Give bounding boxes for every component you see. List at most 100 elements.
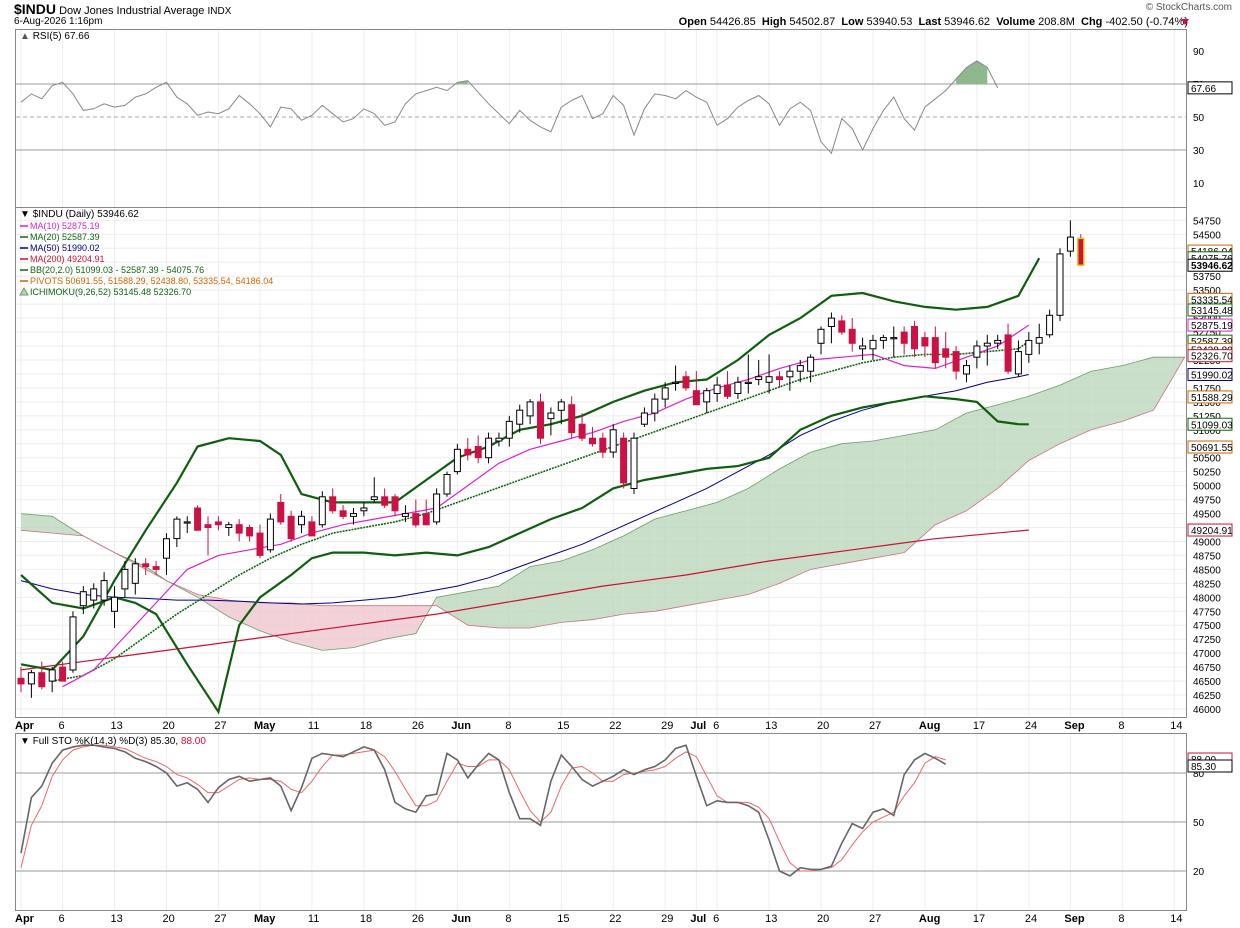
price-tick-label: 53750 (1193, 272, 1221, 283)
candle-body (360, 507, 368, 512)
value-tag-box (1187, 318, 1233, 332)
candle-body (495, 437, 503, 442)
ichimoku-cloud-segment (21, 513, 53, 534)
x-axis-label: 13 (111, 720, 123, 732)
candle-body (890, 337, 898, 340)
x-axis-label: 15 (557, 720, 569, 732)
candle-body (38, 672, 46, 688)
x-axis-label: 6 (713, 720, 719, 732)
x-axis-label: Apr (15, 720, 35, 732)
ichimoku-cloud-segment (873, 435, 905, 559)
price-panel-frame (15, 207, 1187, 718)
ma50-line (20, 374, 1029, 605)
chart-title: $INDU Dow Jones Industrial Average INDX (14, 1, 231, 17)
x-axis-label: 8 (1118, 913, 1124, 925)
candle-body (79, 591, 87, 607)
price-tick-label: 54750 (1193, 216, 1221, 227)
rsi-tick-label: 30 (1193, 146, 1205, 157)
ma200-line (20, 529, 1029, 671)
candle-body (848, 328, 856, 344)
candle-body (100, 580, 108, 601)
x-axis-label: 20 (162, 913, 174, 925)
price-tick-label: 51750 (1193, 384, 1221, 395)
x-axis-label: 27 (869, 720, 881, 732)
candle-body (900, 331, 908, 344)
brand-watermark: © StockCharts.com (1145, 2, 1232, 13)
price-tick-label: 50250 (1193, 468, 1221, 479)
x-axis-label: 8 (1118, 720, 1124, 732)
candle-body (817, 328, 825, 344)
x-axis-label: 13 (765, 913, 777, 925)
x-axis-label: 13 (765, 720, 777, 732)
candle-body (786, 370, 794, 378)
candle-body (942, 348, 950, 358)
candle-body (526, 401, 534, 417)
candle-body (318, 496, 326, 526)
ichimoku-cloud-segment (384, 605, 416, 640)
ichimoku-cloud-segment (436, 591, 468, 626)
candle-body (59, 666, 67, 682)
candle-body (921, 337, 929, 347)
candle-body (661, 387, 669, 400)
candle-body (142, 563, 150, 568)
ichimoku-cloud-segment (530, 561, 562, 628)
price-tick-label: 48750 (1193, 551, 1221, 562)
value-tag-label: 52875.19 (1191, 321, 1233, 332)
candle-body (422, 513, 430, 526)
price-title: ▼ $INDU (Daily) 53946.62 (20, 209, 139, 220)
candle-body (121, 568, 129, 590)
value-tag-box (1187, 417, 1233, 431)
candle-body (744, 381, 752, 384)
sto-k-line (20, 744, 947, 877)
change-value: -402.50 (-0.74%) (1105, 16, 1188, 28)
high-value: 54502.87 (789, 16, 836, 28)
candle-body (589, 437, 596, 445)
rsi-title: ▲ RSI(5) 67.66 (20, 31, 90, 42)
ichimoku-cloud-segment (291, 602, 323, 651)
value-tag-box (1187, 368, 1233, 382)
value-tag-box (1187, 81, 1233, 95)
price-tick-label: 50500 (1193, 454, 1221, 465)
ichimoku-cloud-segment (748, 468, 780, 595)
candle-body (869, 339, 877, 350)
candle-body (765, 376, 773, 383)
rsi-tick-label: 50 (1193, 113, 1205, 124)
candle-body (464, 448, 472, 456)
candle-body (412, 513, 420, 526)
candle-body (713, 384, 721, 395)
rsi-extreme-shading (956, 60, 988, 84)
candle-body (983, 342, 991, 347)
candle-body (183, 521, 191, 524)
value-tag-label: 53335.54 (1191, 295, 1233, 306)
ichimoku-cloud-segment (810, 443, 842, 570)
candle-body (1004, 334, 1012, 372)
x-axis-label: 14 (1170, 720, 1182, 732)
candle-body (391, 496, 399, 512)
index-name: Dow Jones Industrial Average (59, 5, 205, 17)
legend-entry: MA(200) 49204.91 (30, 254, 105, 264)
ichimoku-cloud-segment (654, 510, 686, 612)
ichimoku-cloud-segment (260, 602, 292, 642)
candle-body (111, 596, 118, 612)
candle-body (734, 381, 742, 394)
x-axis-label: 24 (1025, 913, 1037, 925)
candle-body (370, 496, 378, 501)
x-axis-label: May (254, 913, 276, 925)
price-tick-label: 53500 (1193, 286, 1221, 297)
price-tick-label: 51000 (1193, 426, 1221, 437)
candle-body (474, 446, 482, 459)
x-axis-label: 27 (214, 913, 226, 925)
x-axis-label: 17 (973, 913, 985, 925)
sto-tick-label: 20 (1193, 867, 1205, 878)
x-axis-label: 20 (817, 913, 829, 925)
x-axis-label: 8 (505, 913, 511, 925)
price-tick-label: 48500 (1193, 565, 1221, 576)
candle-body (692, 390, 700, 406)
value-tag-box (1187, 303, 1233, 317)
ichimoku-cloud-segment (1091, 365, 1123, 430)
price-tick-label: 50000 (1193, 482, 1221, 493)
value-tag-label: 51099.03 (1191, 420, 1233, 431)
x-axis-label: May (254, 720, 276, 732)
ichimoku-cloud-segment (997, 396, 1029, 489)
